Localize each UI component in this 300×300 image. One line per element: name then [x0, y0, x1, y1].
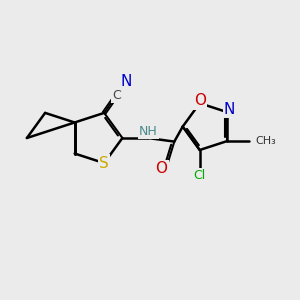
Text: N: N [224, 102, 235, 117]
Text: N: N [121, 74, 132, 89]
Text: CH₃: CH₃ [255, 136, 276, 146]
Text: O: O [194, 93, 206, 108]
Text: NH: NH [139, 125, 158, 138]
Text: C: C [112, 89, 121, 102]
Text: Cl: Cl [194, 169, 206, 182]
Text: O: O [155, 161, 167, 176]
Text: S: S [99, 156, 109, 171]
